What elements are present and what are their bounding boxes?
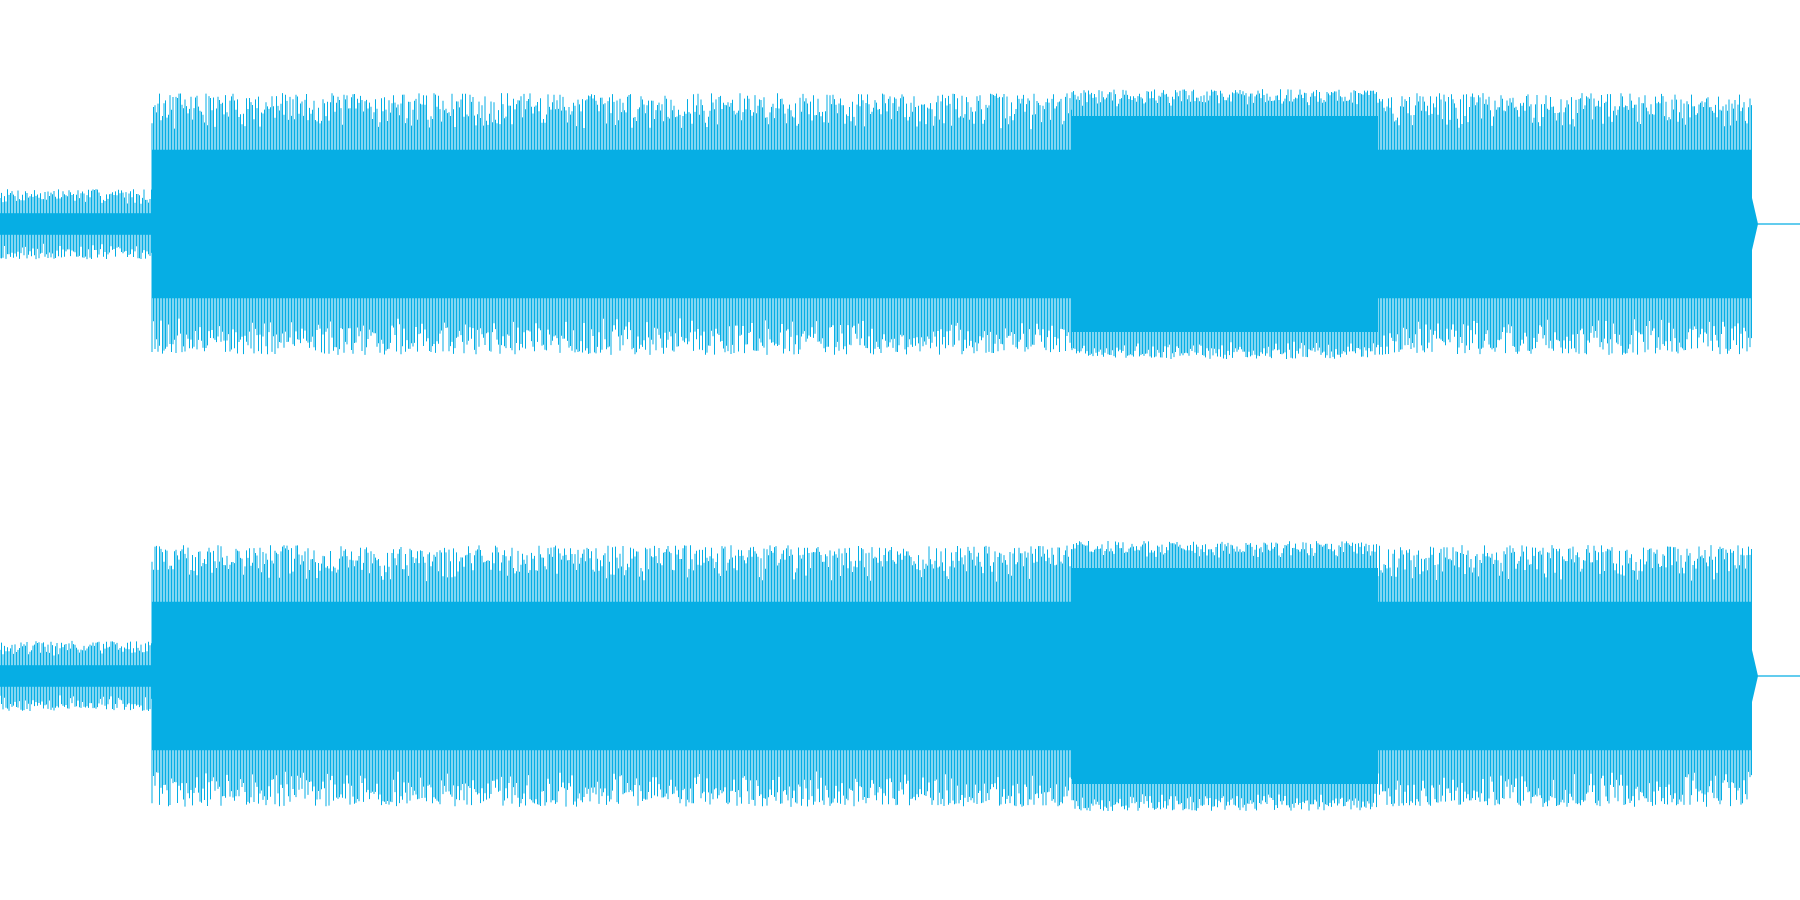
channel-left-waveform xyxy=(0,89,1800,359)
channel-right-waveform xyxy=(0,541,1800,811)
waveform-tail xyxy=(1744,163,1758,285)
waveform-peaks xyxy=(0,89,1752,359)
waveform-tail xyxy=(1744,615,1758,737)
waveform-peaks xyxy=(0,541,1752,811)
